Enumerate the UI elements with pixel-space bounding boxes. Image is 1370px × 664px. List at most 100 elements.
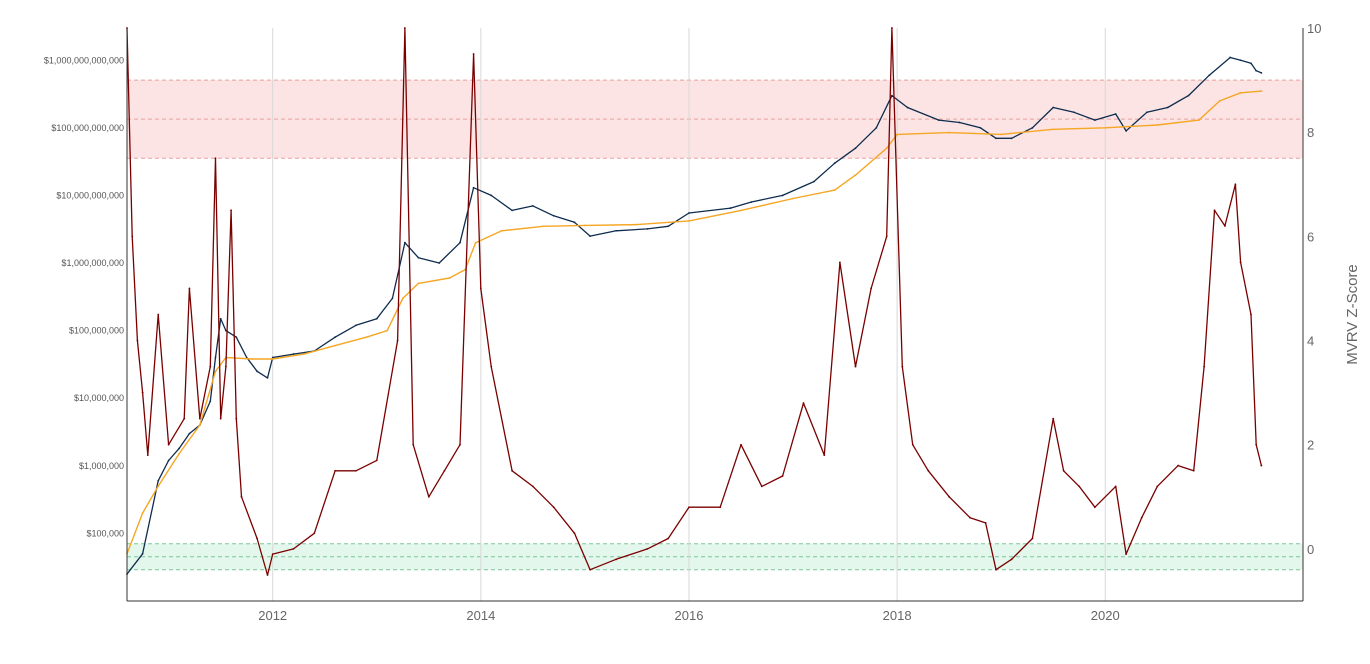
series-0-point-2	[157, 479, 160, 482]
series-0-point-1	[141, 552, 144, 555]
right-axis-title: MVRV Z-Score	[1344, 264, 1361, 365]
series-2-point-49	[838, 261, 841, 264]
series-0-point-44	[891, 94, 893, 97]
series-line-1	[126, 90, 1262, 555]
series-0-point-49	[995, 137, 997, 140]
series-2-point-37	[573, 532, 576, 535]
series-0-point-26	[472, 186, 475, 189]
series-2-point-16	[240, 495, 243, 498]
series-0-point-52	[1052, 106, 1055, 109]
grid-layer	[272, 28, 1106, 601]
left-tick-label: $1,000,000	[79, 461, 124, 471]
series-0-point-35	[667, 225, 670, 228]
series-0-point-9	[219, 317, 222, 320]
series-2-point-15	[235, 417, 238, 420]
series-2-point-38	[589, 568, 592, 571]
series-0-point-38	[750, 201, 753, 203]
series-0-point-36	[688, 212, 690, 214]
series-0-point-11	[235, 336, 238, 339]
series-1-point-23	[740, 209, 742, 212]
series-2-point-55	[911, 443, 914, 446]
series-2-point-10	[209, 365, 212, 368]
series-2-point-9	[198, 417, 201, 420]
series-2-point-46	[781, 475, 784, 477]
series-2-point-26	[403, 27, 406, 29]
series-1-point-37	[1260, 90, 1263, 92]
right-tick-label: 10	[1307, 21, 1321, 36]
series-0-point-18	[334, 336, 337, 339]
series-0-point-34	[646, 227, 649, 230]
series-1-point-21	[636, 223, 638, 226]
band-layer	[127, 79, 1303, 571]
series-2-point-64	[1062, 469, 1065, 472]
series-1-point-5	[214, 370, 217, 373]
left-tick-label: $100,000	[86, 528, 124, 538]
series-1-point-31	[1052, 128, 1055, 131]
left-tick-label: $10,000,000	[74, 393, 124, 403]
series-1-point-25	[833, 189, 836, 191]
series-2-point-50	[854, 365, 857, 368]
series-2-point-77	[1239, 261, 1242, 264]
series-2-point-70	[1156, 485, 1159, 488]
series-0-point-30	[552, 214, 555, 217]
series-1-point-8	[271, 358, 274, 360]
series-layer	[126, 27, 1263, 576]
x-tick-label: 2014	[466, 608, 495, 623]
series-0-point-16	[292, 353, 295, 355]
series-1-point-28	[896, 133, 899, 136]
series-1-point-12	[386, 329, 389, 332]
series-1-point-13	[401, 297, 404, 300]
series-2-point-42	[688, 506, 690, 509]
series-2-point-5	[157, 313, 160, 316]
left-tick-label: $1,000,000,000	[61, 258, 124, 268]
series-0-point-37	[729, 207, 732, 209]
series-0-point-50	[1010, 137, 1013, 140]
series-2-point-56	[927, 469, 930, 472]
series-1-point-4	[198, 424, 201, 427]
series-2-point-18	[266, 574, 269, 576]
series-2-point-33	[490, 365, 493, 368]
series-2-point-7	[183, 417, 186, 420]
series-0-point-42	[854, 147, 857, 150]
series-2-point-20	[292, 548, 295, 550]
series-1-point-17	[474, 241, 477, 244]
series-0-point-22	[403, 241, 406, 244]
series-0-point-5	[188, 432, 191, 435]
series-0-point-39	[781, 194, 784, 197]
series-2-point-29	[443, 469, 446, 472]
series-2-point-78	[1250, 313, 1252, 316]
series-2-point-73	[1203, 365, 1206, 368]
series-0-point-13	[256, 370, 258, 373]
series-1-point-9	[303, 353, 305, 355]
series-2-point-6	[167, 443, 170, 446]
series-0-point-10	[224, 329, 227, 332]
series-1-point-27	[885, 147, 888, 150]
series-2-point-4	[146, 454, 149, 457]
series-2-point-40	[646, 548, 649, 550]
series-2-point-80	[1260, 464, 1263, 467]
series-0-point-14	[266, 376, 269, 379]
series-0-point-65	[1260, 71, 1263, 74]
right-tick-label: 6	[1307, 229, 1314, 244]
series-1-point-24	[792, 197, 794, 200]
series-0-point-19	[355, 324, 357, 327]
series-0-point-3	[167, 459, 170, 462]
series-0-point-32	[589, 235, 592, 238]
right-tick-label: 8	[1307, 125, 1314, 140]
series-0-point-28	[511, 209, 513, 212]
series-0-point-23	[417, 256, 420, 259]
series-2-point-68	[1125, 553, 1127, 556]
series-1-point-33	[1156, 124, 1159, 126]
series-2-point-66	[1093, 506, 1096, 509]
series-1-point-7	[250, 358, 253, 360]
series-1-point-32	[1104, 126, 1107, 129]
series-2-point-62	[1031, 537, 1034, 540]
series-2-point-74	[1213, 209, 1216, 212]
series-2-point-58	[969, 516, 971, 519]
series-0-point-45	[906, 106, 909, 109]
series-0-point-46	[937, 119, 940, 122]
series-0-point-20	[375, 317, 378, 320]
x-tick-label: 2016	[675, 608, 704, 623]
series-2-point-25	[396, 339, 399, 342]
